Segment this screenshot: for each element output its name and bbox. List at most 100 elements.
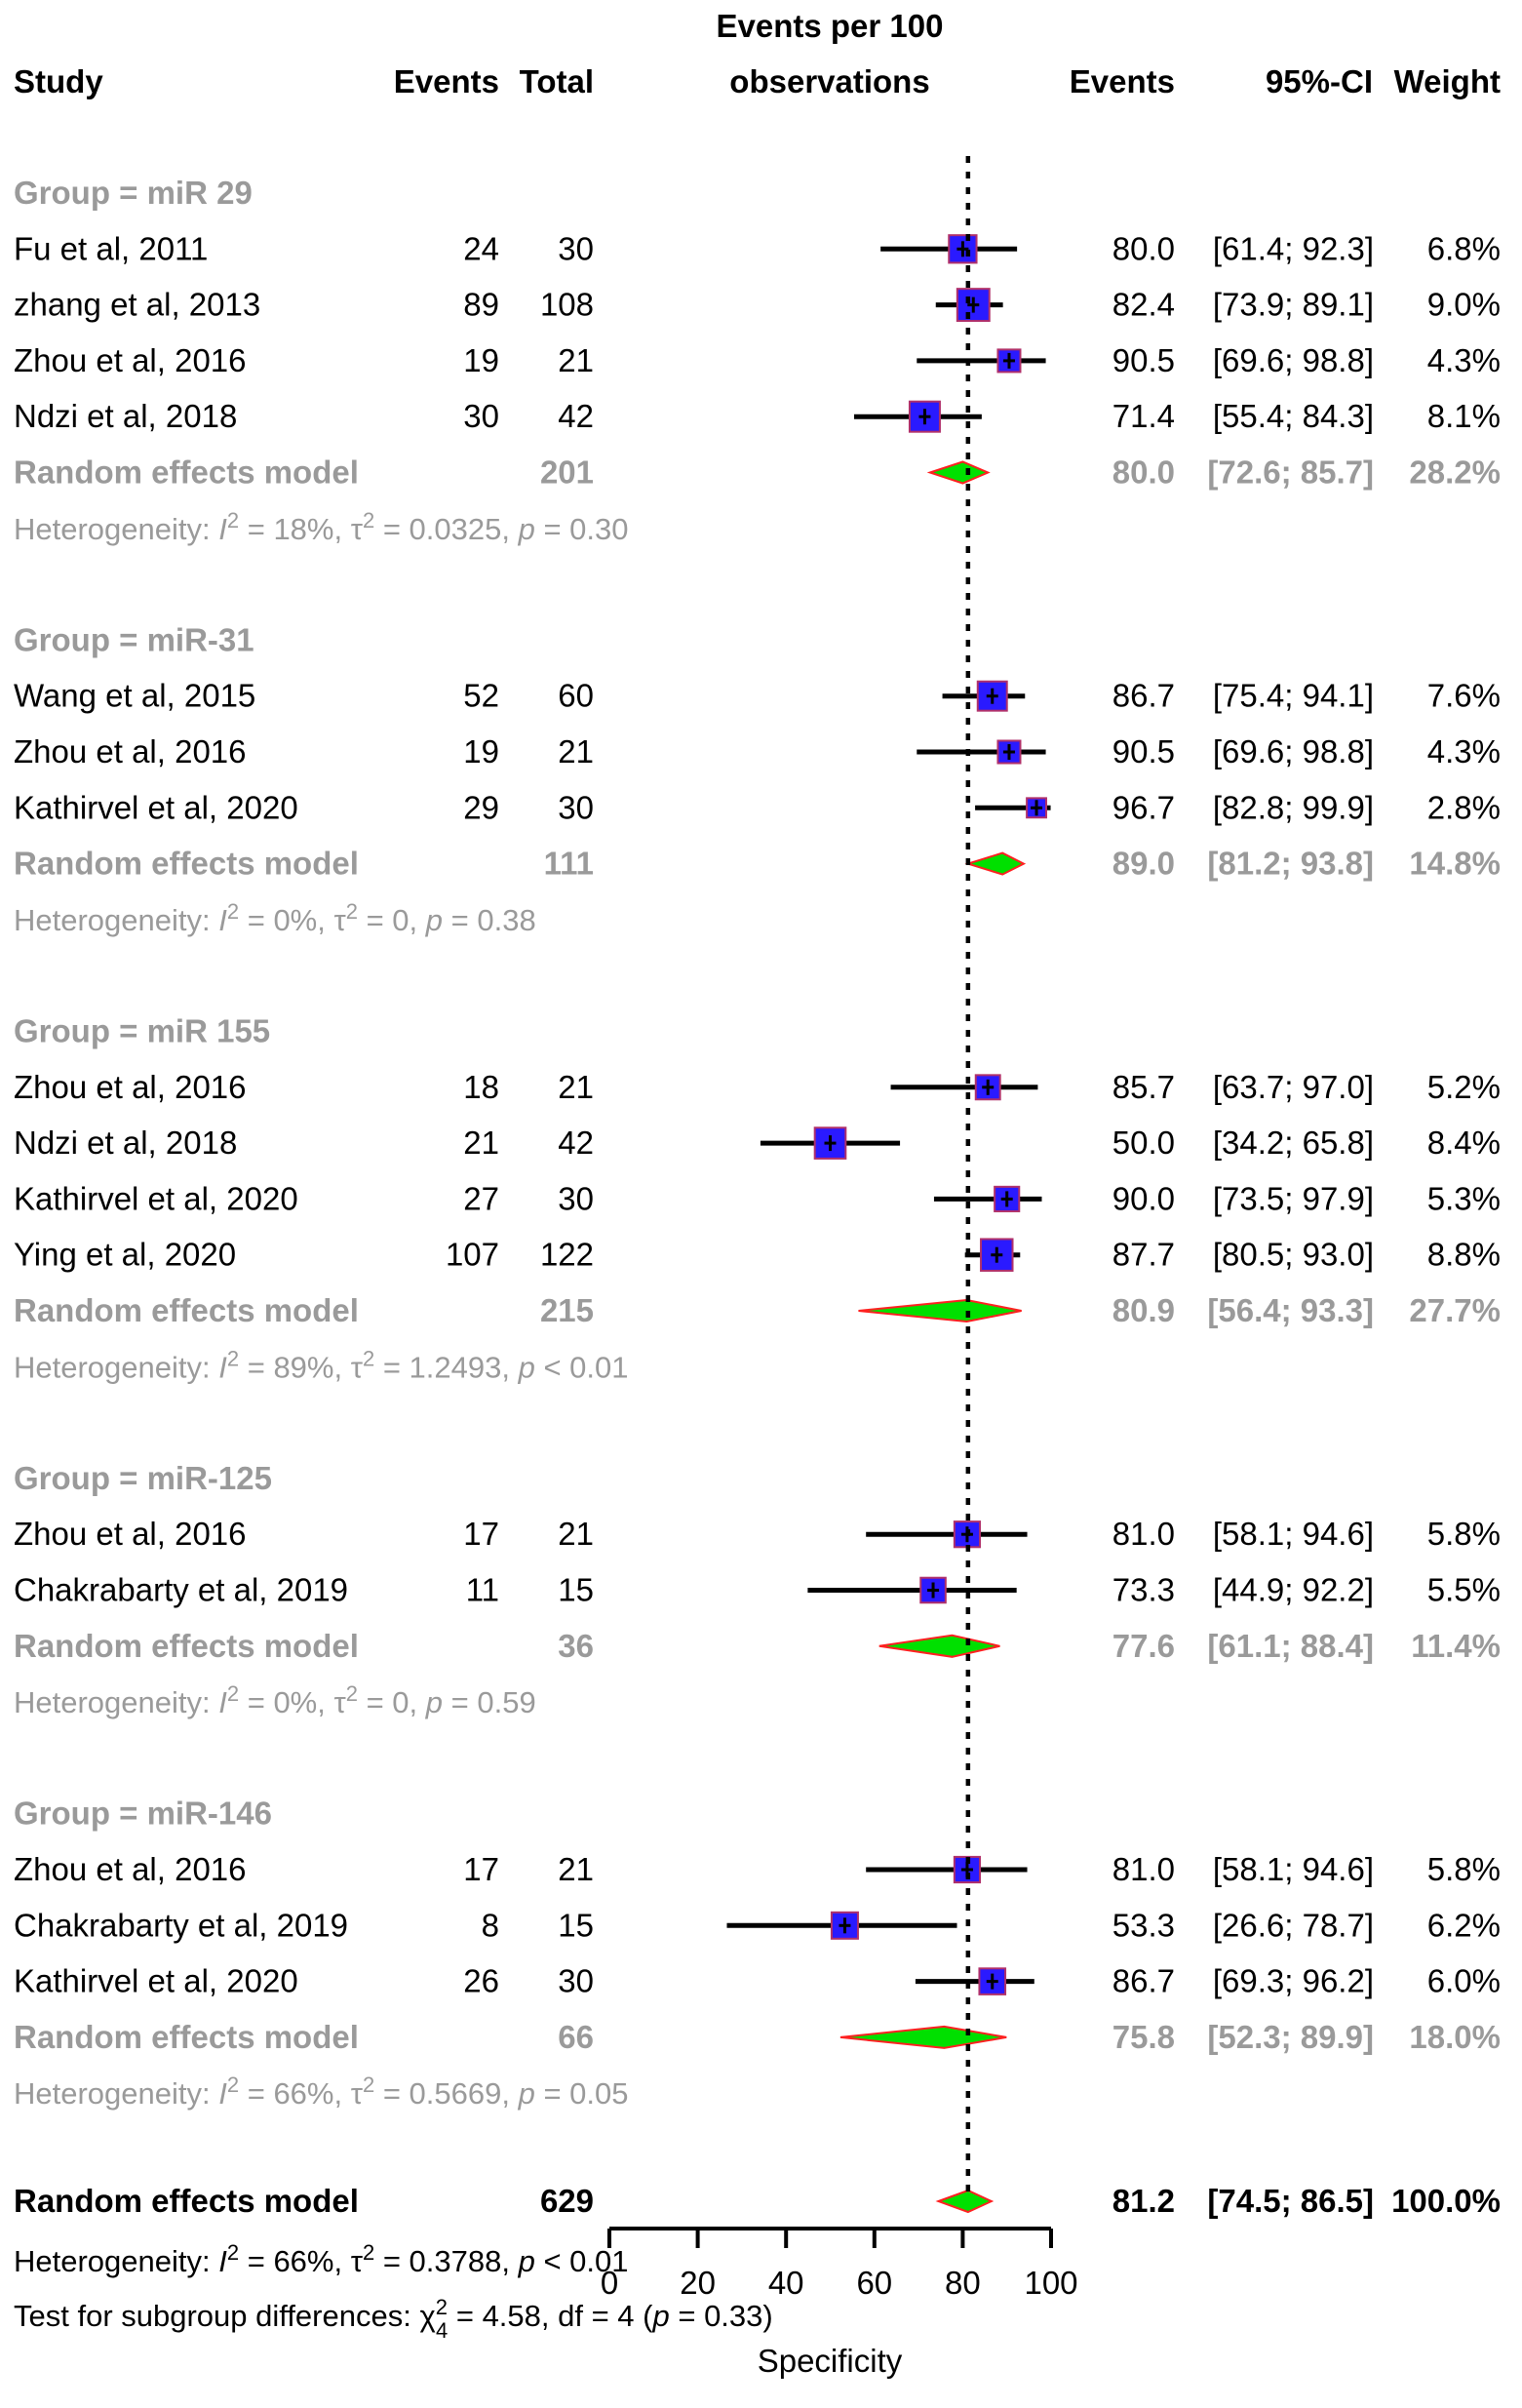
study-name: Wang et al, 2015 <box>14 678 255 714</box>
subgroup-model-estimate: 80.9 <box>1112 1292 1175 1328</box>
overall-model-weight: 100.0% <box>1391 2183 1501 2219</box>
subgroup-diamond <box>964 851 1027 876</box>
study-total: 21 <box>558 733 594 770</box>
study-weight: 6.0% <box>1427 1963 1501 1999</box>
study-total: 30 <box>558 789 594 825</box>
study-ci: [61.4; 92.3] <box>1213 230 1374 266</box>
study-weight: 4.3% <box>1427 733 1501 770</box>
subgroup-model-label: Random effects model <box>14 2019 359 2055</box>
overall-heterogeneity: Heterogeneity: I2 = 66%, τ2 = 0.3788, p … <box>14 2240 629 2278</box>
subgroup-model-estimate: 75.8 <box>1112 2019 1175 2055</box>
x-tick-label: 20 <box>680 2265 716 2301</box>
study-name: Chakrabarty et al, 2019 <box>14 1907 348 1943</box>
overall-model-ci: [74.5; 86.5] <box>1207 2183 1374 2219</box>
study-name: Zhou et al, 2016 <box>14 733 247 770</box>
study-weight: 5.5% <box>1427 1572 1501 1608</box>
subgroup-model-weight: 28.2% <box>1409 454 1501 491</box>
study-estimate: 90.0 <box>1112 1180 1175 1216</box>
study-events: 11 <box>466 1572 499 1608</box>
subgroup-model-ci: [72.6; 85.7] <box>1207 454 1374 491</box>
subgroup-heterogeneity: Heterogeneity: I2 = 66%, τ2 = 0.5669, p … <box>14 2072 629 2111</box>
study-name: Kathirvel et al, 2020 <box>14 1963 298 1999</box>
study-estimate: 82.4 <box>1112 287 1175 323</box>
subgroup-model-weight: 27.7% <box>1409 1292 1501 1328</box>
study-total: 21 <box>558 1516 594 1552</box>
study-ci: [55.4; 84.3] <box>1213 398 1374 434</box>
study-total: 30 <box>558 230 594 266</box>
study-weight: 5.8% <box>1427 1851 1501 1887</box>
overall-model-label: Random effects model <box>14 2183 359 2219</box>
subgroup-model-estimate: 80.0 <box>1112 454 1175 491</box>
header-study: Study <box>14 63 103 99</box>
study-mark <box>975 797 1051 819</box>
study-name: Zhou et al, 2016 <box>14 1851 247 1887</box>
subgroup-model-total: 111 <box>544 846 594 882</box>
study-total: 122 <box>540 1237 594 1273</box>
subgroup-test: Test for subgroup differences: χ2 4 = 4.5… <box>14 2295 773 2343</box>
subgroup-model-total: 201 <box>540 454 594 491</box>
study-estimate: 87.7 <box>1112 1237 1175 1273</box>
study-estimate: 85.7 <box>1112 1069 1175 1105</box>
study-name: Zhou et al, 2016 <box>14 342 247 378</box>
group-label: Group = miR 155 <box>14 1013 270 1049</box>
subgroup-model-label: Random effects model <box>14 1292 359 1328</box>
study-weight: 5.2% <box>1427 1069 1501 1105</box>
study-ci: [58.1; 94.6] <box>1213 1851 1374 1887</box>
study-weight: 2.8% <box>1427 789 1501 825</box>
study-events: 17 <box>463 1516 499 1552</box>
study-name: Kathirvel et al, 2020 <box>14 1180 298 1216</box>
study-events: 52 <box>463 678 499 714</box>
study-mark <box>760 1126 901 1160</box>
study-name: Fu et al, 2011 <box>14 230 208 266</box>
study-total: 60 <box>558 678 594 714</box>
study-ci: [69.6; 98.8] <box>1213 342 1374 378</box>
study-ci: [69.3; 96.2] <box>1213 1963 1374 1999</box>
subgroup-diamond <box>926 460 991 485</box>
group-label: Group = miR-146 <box>14 1796 272 1832</box>
study-estimate: 86.7 <box>1112 678 1175 714</box>
study-weight: 8.4% <box>1427 1125 1501 1161</box>
study-total: 15 <box>558 1907 594 1943</box>
study-estimate: 90.5 <box>1112 342 1175 378</box>
subgroup-model-total: 36 <box>558 1628 594 1664</box>
study-weight: 4.3% <box>1427 342 1501 378</box>
subgroup-model-weight: 18.0% <box>1409 2019 1501 2055</box>
study-mark <box>853 400 982 433</box>
subgroup-heterogeneity: Heterogeneity: I2 = 89%, τ2 = 1.2493, p … <box>14 1346 629 1384</box>
group-label: Group = miR-31 <box>14 621 254 657</box>
study-weight: 5.3% <box>1427 1180 1501 1216</box>
study-ci: [80.5; 93.0] <box>1213 1237 1374 1273</box>
subgroup-model-ci: [52.3; 89.9] <box>1207 2019 1374 2055</box>
study-mark <box>880 234 1018 264</box>
study-total: 30 <box>558 1963 594 1999</box>
study-name: Kathirvel et al, 2020 <box>14 789 298 825</box>
subgroup-model-label: Random effects model <box>14 1628 359 1664</box>
study-mark <box>726 1911 957 1940</box>
subgroup-heterogeneity: Heterogeneity: I2 = 18%, τ2 = 0.0325, p … <box>14 508 629 546</box>
study-events: 29 <box>463 789 499 825</box>
study-mark <box>915 1967 1034 1995</box>
study-ci: [63.7; 97.0] <box>1213 1069 1374 1105</box>
study-estimate: 71.4 <box>1112 398 1175 434</box>
subgroup-diamond <box>839 2025 1007 2049</box>
study-mark <box>890 1074 1038 1101</box>
study-total: 42 <box>558 398 594 434</box>
subgroup-model-total: 215 <box>540 1292 594 1328</box>
overall-model-estimate: 81.2 <box>1112 2183 1175 2219</box>
header-ci: 95%-CI <box>1266 63 1373 99</box>
subgroup-model-label: Random effects model <box>14 454 359 491</box>
x-tick-label: 80 <box>945 2265 981 2301</box>
study-events: 30 <box>463 398 499 434</box>
subgroup-heterogeneity: Heterogeneity: I2 = 0%, τ2 = 0, p = 0.59 <box>14 1681 536 1719</box>
x-axis-label: Specificity <box>758 2343 903 2379</box>
study-mark <box>807 1576 1017 1604</box>
study-ci: [44.9; 92.2] <box>1213 1572 1374 1608</box>
subgroup-model-ci: [56.4; 93.3] <box>1207 1292 1374 1328</box>
study-ci: [82.8; 99.9] <box>1213 789 1374 825</box>
study-total: 21 <box>558 342 594 378</box>
study-estimate: 80.0 <box>1112 230 1175 266</box>
group-label: Group = miR-125 <box>14 1460 272 1496</box>
study-total: 21 <box>558 1851 594 1887</box>
study-ci: [58.1; 94.6] <box>1213 1516 1374 1552</box>
